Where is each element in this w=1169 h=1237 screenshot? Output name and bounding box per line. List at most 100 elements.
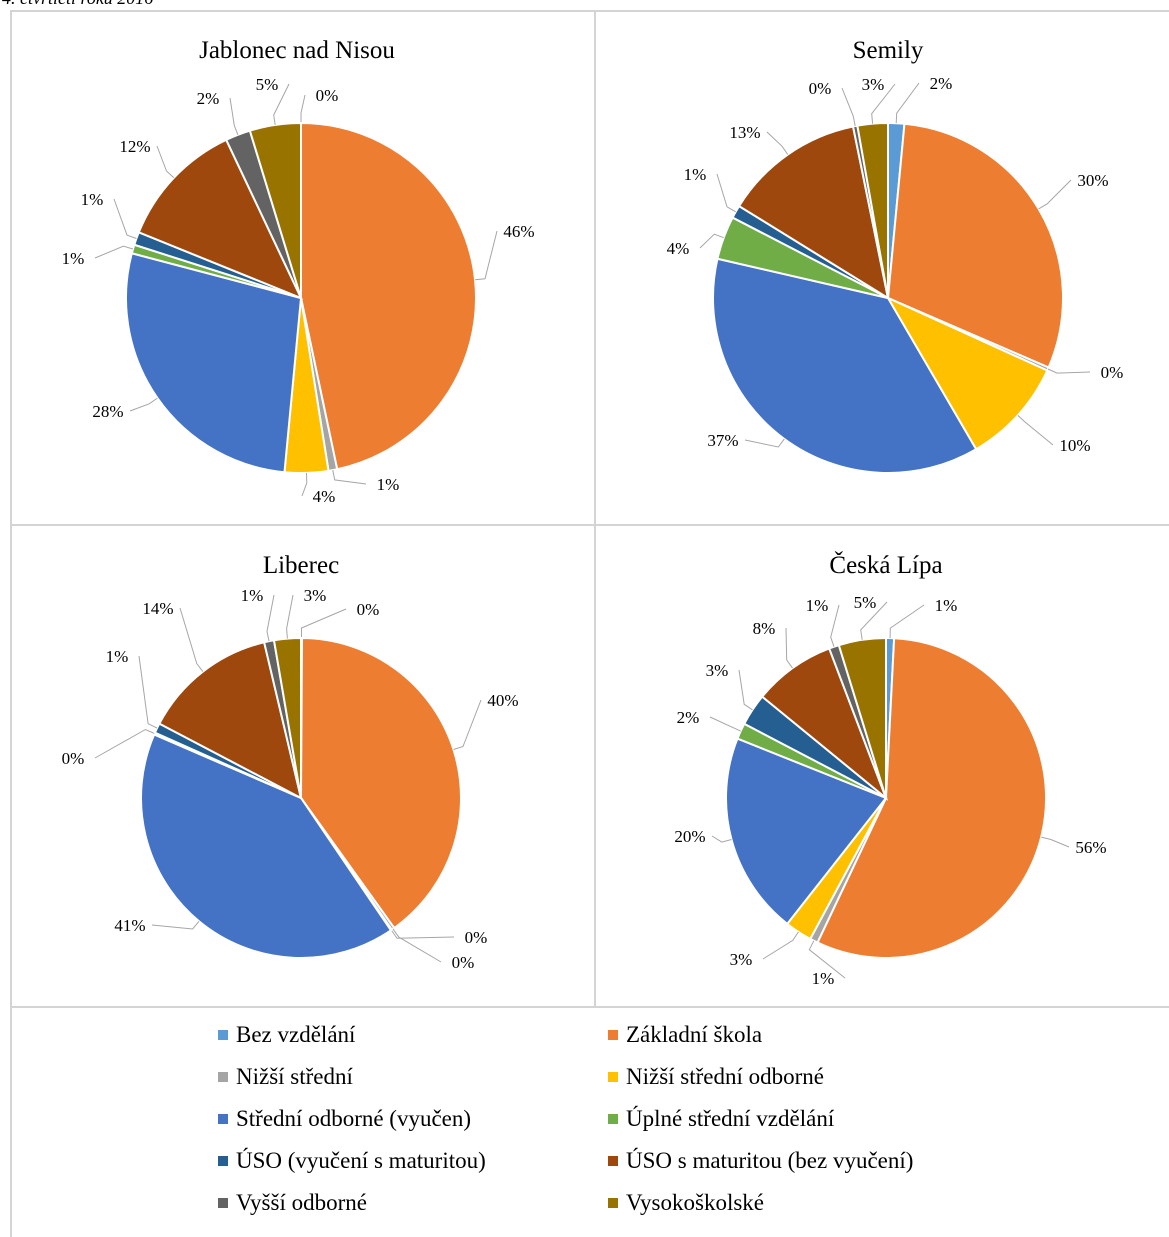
pie-slice bbox=[300, 121, 477, 471]
data-label: 2% bbox=[197, 89, 220, 108]
data-label: 12% bbox=[119, 137, 150, 156]
leader-line bbox=[716, 173, 736, 213]
pie-slice bbox=[737, 125, 890, 301]
pie-slice bbox=[712, 257, 978, 474]
data-label: 0% bbox=[1101, 363, 1124, 382]
data-label: 2% bbox=[677, 708, 700, 727]
leader-line bbox=[860, 601, 888, 640]
data-label: 1% bbox=[806, 596, 829, 615]
data-label: 1% bbox=[812, 969, 835, 988]
data-label: 37% bbox=[707, 431, 738, 450]
leader-line bbox=[156, 145, 175, 179]
leader-line bbox=[738, 669, 753, 711]
pie-slice bbox=[837, 636, 887, 799]
data-label: 40% bbox=[487, 691, 518, 710]
data-label: 1% bbox=[106, 647, 129, 666]
pie-slice bbox=[299, 636, 462, 930]
chart-title: Jablonec nad Nisou bbox=[199, 37, 395, 64]
data-label: 3% bbox=[862, 75, 885, 94]
horizontal-divider-middle bbox=[10, 524, 1169, 526]
data-label: 0% bbox=[809, 79, 832, 98]
data-label: 30% bbox=[1077, 171, 1108, 190]
leader-line bbox=[762, 931, 799, 960]
data-label: 0% bbox=[357, 600, 380, 619]
data-label: 8% bbox=[753, 619, 776, 638]
vertical-divider bbox=[594, 10, 596, 1007]
leader-line bbox=[129, 397, 158, 412]
legend-item: Vyšší odborné bbox=[218, 1190, 367, 1216]
leader-line bbox=[392, 928, 442, 963]
data-label: 0% bbox=[465, 928, 488, 947]
pie-charts: Jablonec nad Nisou 0% 46% 1% 4% 28% 1% 1% 12% 2% 5… bbox=[62, 37, 1124, 988]
legend-item: Nižší střední odborné bbox=[608, 1064, 824, 1090]
leader-line bbox=[300, 94, 306, 123]
leader-line bbox=[229, 97, 239, 135]
data-label: 1% bbox=[935, 596, 958, 615]
figure-caption: 4. čtvrtletí roku 2016 bbox=[2, 0, 153, 9]
legend-label: Střední odborné (vyučen) bbox=[236, 1106, 472, 1131]
leader-line bbox=[1047, 368, 1091, 374]
data-label: 1% bbox=[684, 165, 707, 184]
leader-line bbox=[94, 728, 155, 759]
chart-title: Česká Lípa bbox=[829, 551, 942, 579]
data-label: 10% bbox=[1059, 436, 1090, 455]
legend-label: Vysokoškolské bbox=[626, 1190, 765, 1215]
leader-line bbox=[286, 594, 294, 639]
leader-line bbox=[871, 83, 896, 124]
leader-line bbox=[301, 472, 308, 497]
data-label: 2% bbox=[930, 74, 953, 93]
leader-line bbox=[273, 83, 290, 125]
data-label: 41% bbox=[114, 916, 145, 935]
leader-line bbox=[785, 627, 793, 669]
leader-line bbox=[138, 655, 158, 729]
leader-line bbox=[1017, 415, 1054, 446]
legend-swatch bbox=[608, 1198, 618, 1208]
legend-swatch bbox=[608, 1114, 618, 1124]
data-label: 1% bbox=[62, 249, 85, 268]
leader-line bbox=[266, 594, 275, 642]
pie-slice bbox=[137, 138, 303, 300]
data-label: 1% bbox=[377, 475, 400, 494]
leader-line bbox=[453, 699, 482, 750]
legend-label: ÚSO s maturitou (bez vyučení) bbox=[626, 1148, 914, 1173]
data-label: 3% bbox=[706, 661, 729, 680]
data-label: 28% bbox=[92, 402, 123, 421]
legend-swatch bbox=[218, 1072, 228, 1082]
pie-slice bbox=[885, 295, 1049, 451]
data-label: 4% bbox=[313, 487, 336, 506]
legend: Bez vzdělání Základní škola Nižší střední N… bbox=[0, 1008, 1169, 1237]
leader-line bbox=[830, 604, 840, 647]
leader-line bbox=[841, 87, 856, 127]
chart-title: Semily bbox=[853, 37, 924, 64]
horizontal-divider-legend bbox=[10, 1006, 1169, 1008]
pie-chart-1: Semily 2% 30% 0% 10% 37% 4% 1% 13% 0% 3% bbox=[667, 37, 1124, 474]
legend-label: ÚSO (vyučení s maturitou) bbox=[236, 1148, 486, 1173]
legend-swatch bbox=[218, 1030, 228, 1040]
chart-title: Liberec bbox=[263, 552, 339, 579]
legend-swatch bbox=[608, 1156, 618, 1166]
legend-swatch bbox=[608, 1030, 618, 1040]
leader-line bbox=[699, 233, 724, 249]
leader-line bbox=[332, 470, 367, 485]
leader-line bbox=[808, 940, 846, 979]
data-label: 0% bbox=[316, 86, 339, 105]
leader-line bbox=[390, 929, 455, 939]
leader-line bbox=[301, 608, 347, 638]
data-label: 5% bbox=[854, 593, 877, 612]
leader-line bbox=[113, 198, 137, 239]
data-label: 13% bbox=[729, 123, 760, 142]
pie-slice bbox=[140, 733, 393, 959]
leader-line bbox=[895, 82, 920, 124]
data-label: 14% bbox=[142, 599, 173, 618]
leader-line bbox=[475, 230, 498, 281]
data-label: 1% bbox=[241, 586, 264, 605]
legend-label: Úplné střední vzdělání bbox=[626, 1106, 835, 1131]
pie-slice bbox=[125, 252, 303, 474]
legend-label: Nižší střední odborné bbox=[626, 1064, 825, 1089]
legend-label: Vyšší odborné bbox=[236, 1190, 367, 1215]
leader-line bbox=[179, 607, 204, 672]
legend-label: Základní škola bbox=[626, 1022, 763, 1047]
chart-frame bbox=[10, 10, 1169, 1237]
legend-item: Základní škola bbox=[608, 1022, 762, 1048]
